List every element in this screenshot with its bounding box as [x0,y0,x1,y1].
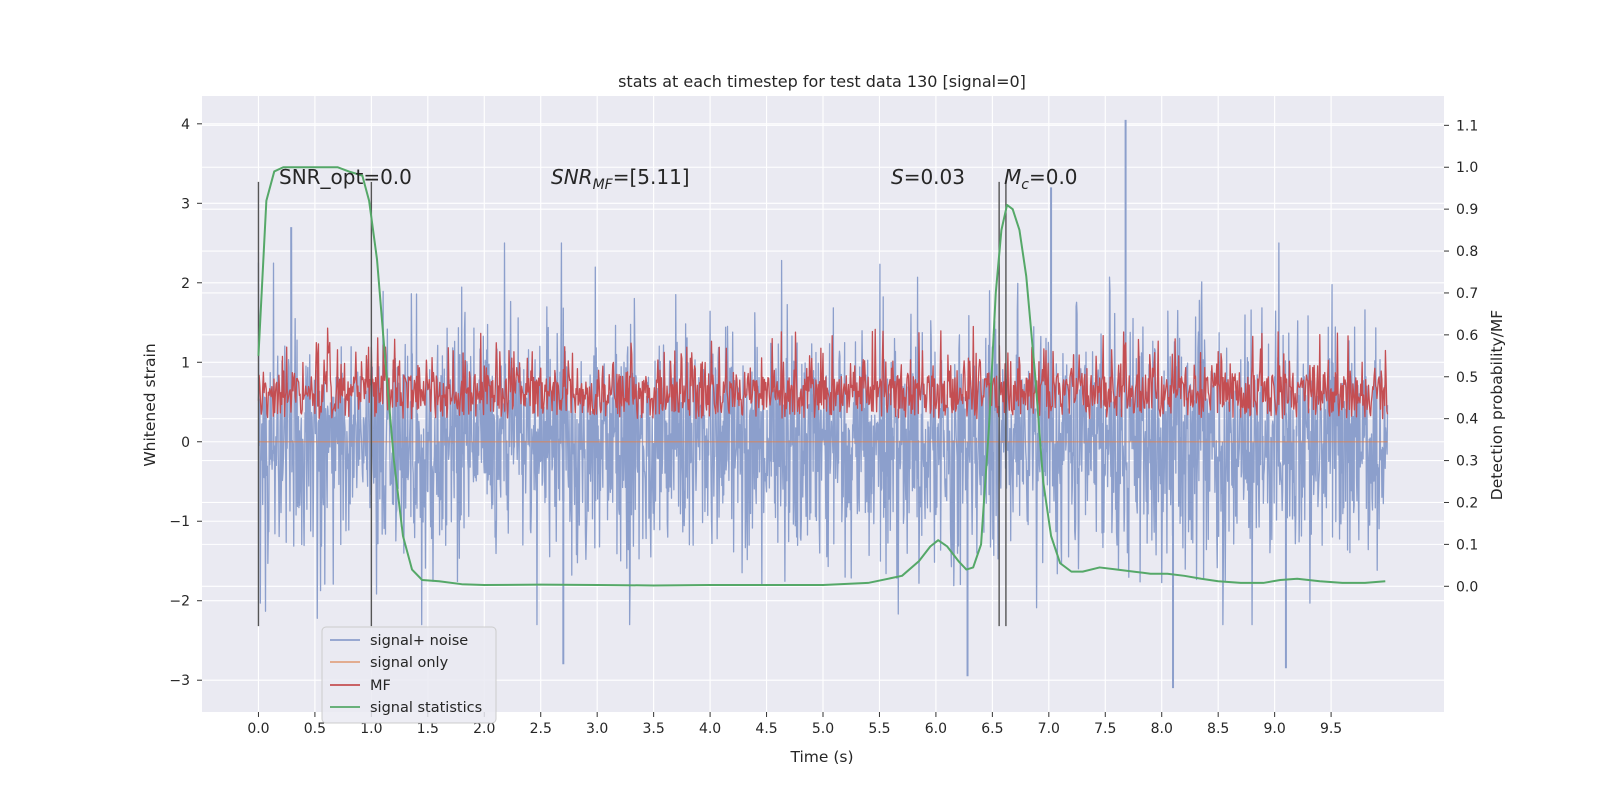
y-tick-label: 2 [181,276,190,292]
x-tick-label: 2.0 [473,721,495,737]
x-tick-label: 1.0 [360,721,382,737]
x-tick-label: 9.0 [1264,721,1286,737]
y2-tick-label: 0.6 [1456,328,1478,344]
y2-tick-label: 1.1 [1456,118,1478,134]
y-tick-label: −3 [169,673,190,689]
y-tick-label: 0 [181,435,190,451]
x-tick-label: 5.5 [868,721,890,737]
chart-title: stats at each timestep for test data 130… [618,72,1026,91]
annotation-snr-mf: SNRMF=[5.11] [551,165,690,193]
vertical-markers [257,181,1007,627]
x-tick-label: 5.0 [812,721,834,737]
y2-tick-label: 0.7 [1456,286,1478,302]
x-tick-label: 8.5 [1207,721,1229,737]
x-tick-label: 6.0 [925,721,947,737]
y-axis-label: Whitened strain [141,343,159,466]
legend-box [321,626,497,724]
legend-label-signal-only: signal only [370,655,449,671]
x-tick-label: 9.5 [1320,721,1342,737]
legend: signal+ noise signal only MF signal stat… [321,626,497,724]
ticks: 0.0 0.5 1.0 1.5 2.0 2.5 3.0 3.5 4.0 4.5 5.0 5.5 6.0 6… [169,117,1478,737]
signal-noise-series [257,119,1389,689]
x-tick-label: 3.5 [643,721,665,737]
y2-tick-label: 0.8 [1456,244,1478,260]
y2-tick-label: 0.1 [1456,537,1478,553]
mf-line [257,325,1389,420]
annotation-s: S=0.03 [891,165,965,189]
x-tick-label: 1.5 [417,721,439,737]
x-tick-label: 8.0 [1151,721,1173,737]
y2-axis-label: Detection probability/MF [1488,310,1506,501]
y2-tick-label: 1.0 [1456,160,1478,176]
y2-tick-label: 0.0 [1456,579,1478,595]
legend-label-signal-noise: signal+ noise [370,633,468,649]
y2-tick-label: 0.3 [1456,454,1478,470]
legend-label-mf: MF [370,678,391,694]
y-tick-label: 1 [181,355,190,371]
x-tick-label: 0.5 [304,721,326,737]
x-tick-label: 4.5 [755,721,777,737]
signal-statistics-line [257,166,1386,587]
y2-tick-label: 0.5 [1456,370,1478,386]
y2-tick-label: 0.4 [1456,412,1478,428]
y2-tick-label: 0.9 [1456,202,1478,218]
legend-label-signal-statistics: signal statistics [370,700,482,716]
y-tick-label: −2 [169,594,190,610]
signal-noise-line [257,242,1389,626]
x-tick-label: 0.0 [247,721,269,737]
y2-tick-label: 0.2 [1456,495,1478,511]
y-tick-label: −1 [169,514,190,530]
signal-statistics-series [257,166,1386,587]
x-axis-label: Time (s) [789,748,853,766]
y-tick-label: 4 [181,117,190,133]
annotation-snr-opt: SNR_opt=0.0 [279,165,412,189]
mf-series [257,325,1389,420]
annotation-mc: Mc=0.0 [1004,165,1078,193]
x-tick-label: 6.5 [981,721,1003,737]
x-tick-label: 3.0 [586,721,608,737]
y-tick-label: 3 [181,196,190,212]
x-tick-label: 2.5 [530,721,552,737]
x-tick-label: 7.5 [1094,721,1116,737]
x-tick-label: 4.0 [699,721,721,737]
x-tick-label: 7.0 [1038,721,1060,737]
